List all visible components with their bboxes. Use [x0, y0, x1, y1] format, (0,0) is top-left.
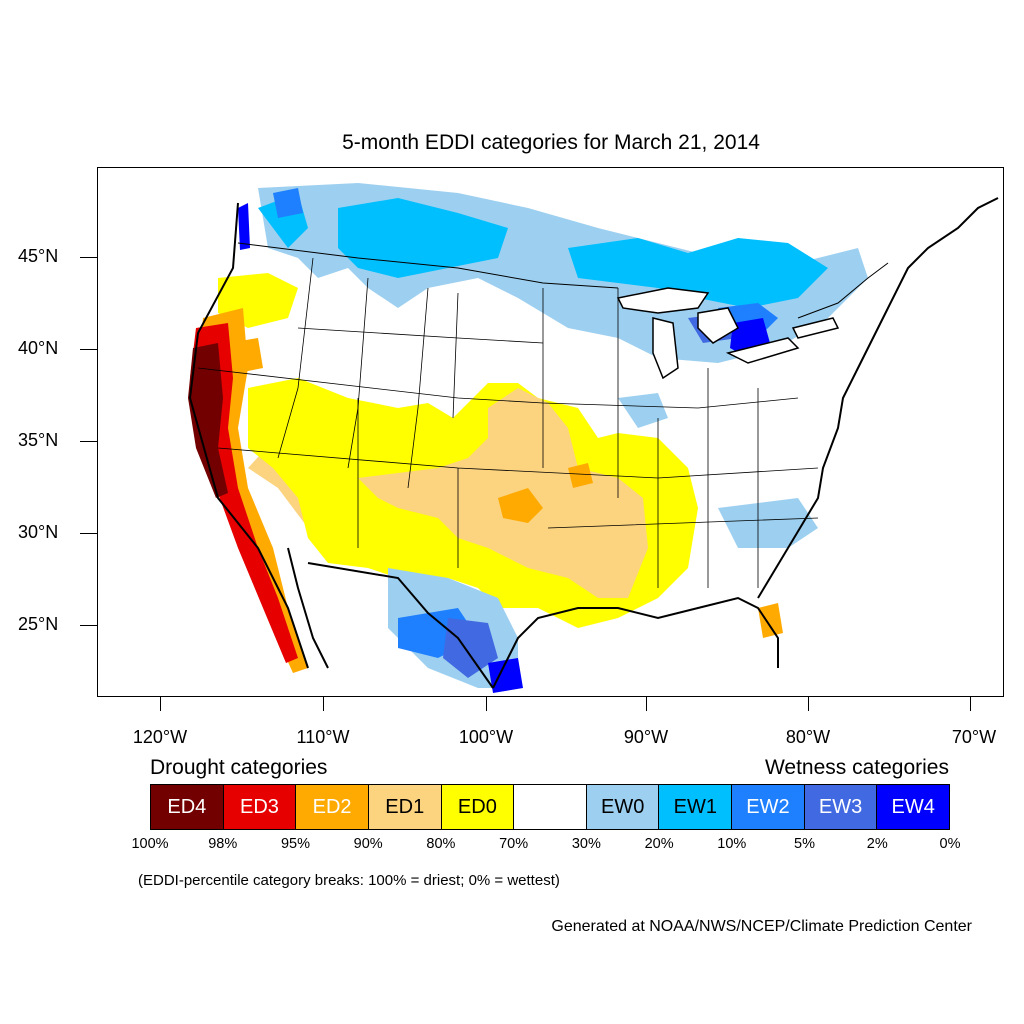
lat-label-30: 30°N — [18, 522, 59, 542]
lon-label-80w: 80°W — [785, 727, 831, 747]
map-title: 5-month EDDI categories for March 21, 20… — [342, 131, 760, 154]
eddi-map — [97, 167, 1004, 697]
lon-label-110w: 110°W — [296, 727, 350, 747]
legend-cell-ed4: ED4 — [151, 785, 224, 829]
legend-cell-ed0: ED0 — [441, 785, 515, 829]
lon-label-100w: 100°W — [458, 727, 514, 747]
lon-tick — [323, 697, 324, 711]
great-lakes — [616, 287, 840, 380]
lon-label-70w: 70°W — [951, 727, 997, 747]
lon-label-120w: 120°W — [132, 727, 188, 747]
legend-cell-ew0: EW0 — [586, 785, 660, 829]
drought-categories-label: Drought categories — [150, 756, 328, 779]
ew0-region — [258, 183, 868, 688]
legend-break-label: 80% — [426, 836, 456, 852]
map-canvas — [188, 183, 999, 693]
legend-break-label: 100% — [131, 836, 169, 852]
legend-cell-neutral — [514, 785, 587, 829]
lat-label-45: 45°N — [18, 246, 59, 266]
legend-break-label: 10% — [717, 836, 747, 852]
legend-break-label: 0% — [939, 836, 961, 852]
lon-label-90w: 90°W — [623, 727, 669, 747]
legend-cell-ew3: EW3 — [804, 785, 878, 829]
legend-break-label: 70% — [499, 836, 529, 852]
legend-cell-ew2: EW2 — [732, 785, 805, 829]
legend-cell-ew4: EW4 — [877, 785, 950, 829]
legend-break-label: 2% — [866, 836, 888, 852]
ed1-plains — [358, 388, 648, 598]
lon-tick — [486, 697, 487, 711]
lat-tick — [80, 441, 97, 442]
legend-cell-ed1: ED1 — [368, 785, 442, 829]
lat-label-35: 35°N — [18, 430, 59, 450]
lon-tick — [646, 697, 647, 711]
lon-tick — [808, 697, 809, 711]
legend-break-label: 30% — [571, 836, 601, 852]
legend-break-label: 20% — [644, 836, 674, 852]
lon-tick — [970, 697, 971, 711]
lat-label-40: 40°N — [18, 338, 59, 358]
credit-line: Generated at NOAA/NWS/NCEP/Climate Predi… — [551, 918, 972, 935]
legend-colorbar: ED4 ED3 ED2 ED1 ED0 EW0 EW1 EW2 EW3 EW4 — [150, 784, 950, 830]
lat-label-25: 25°N — [18, 614, 59, 634]
category-note: (EDDI-percentile category breaks: 100% =… — [138, 872, 560, 889]
lon-tick — [160, 697, 161, 711]
lat-tick — [80, 625, 97, 626]
legend-break-label: 95% — [280, 836, 310, 852]
wetness-categories-label: Wetness categories — [764, 756, 949, 779]
legend-break-label: 90% — [353, 836, 383, 852]
legend-cell-ed2: ED2 — [296, 785, 369, 829]
legend-break-label: 5% — [794, 836, 816, 852]
legend-cell-ed3: ED3 — [223, 785, 297, 829]
lat-tick — [80, 257, 97, 258]
lat-tick — [80, 533, 97, 534]
coastline — [188, 197, 999, 689]
ed4-coast — [188, 343, 228, 498]
ew1-region — [258, 193, 828, 308]
us-canada-border — [237, 242, 889, 319]
legend-break-label: 98% — [208, 836, 238, 852]
state-borders — [197, 257, 819, 588]
legend-cell-ew1: EW1 — [659, 785, 733, 829]
ew3-region — [443, 313, 738, 678]
lat-tick — [80, 349, 97, 350]
